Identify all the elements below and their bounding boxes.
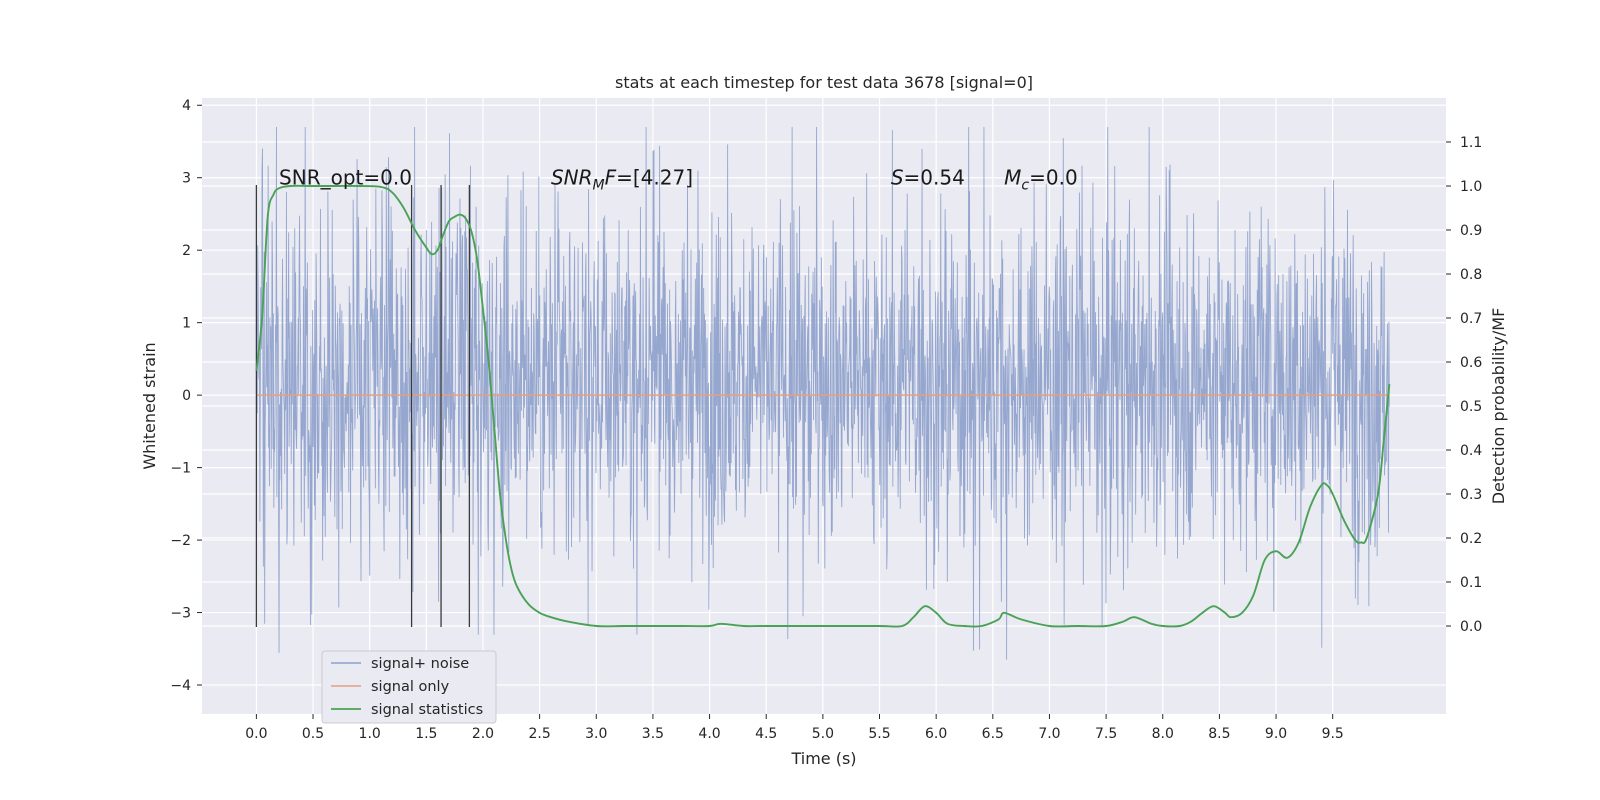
x-tick-label: 2.5 <box>528 726 550 742</box>
y2-tick-label: 0.2 <box>1460 531 1482 547</box>
y2-tick-label: 0.4 <box>1460 443 1482 459</box>
x-tick-label: 3.0 <box>585 726 607 742</box>
annotation-snr-mf: SNRMF=[4.27] <box>551 166 693 194</box>
y2-tick-label: 0.5 <box>1460 399 1482 415</box>
y2-tick-label: 0.7 <box>1460 311 1482 327</box>
y-tick-label: −4 <box>170 678 191 694</box>
y2-tick-label: 0.0 <box>1460 619 1482 635</box>
vertical-markers <box>255 184 471 628</box>
y-tick-label: 3 <box>182 171 191 187</box>
x-tick-label: 4.5 <box>755 726 777 742</box>
y2-tick-label: 0.1 <box>1460 575 1482 591</box>
legend: signal+ noise signal only signal statist… <box>321 650 497 724</box>
legend-box <box>321 650 497 724</box>
x-tick-label: 4.0 <box>698 726 720 742</box>
x-tick-label: 5.5 <box>868 726 890 742</box>
y-tick-label: 0 <box>182 388 191 404</box>
y2-axis-label: Detection probability/MF <box>1489 308 1508 505</box>
y2-tick-label: 1.1 <box>1460 135 1482 151</box>
x-tick-label: 2.0 <box>472 726 494 742</box>
x-tick-label: 6.5 <box>982 726 1004 742</box>
x-tick-label: 5.0 <box>812 726 834 742</box>
annotations: SNR_opt=0.0 SNRMF=[4.27] S=0.54 Mc=0.0 <box>279 166 1078 194</box>
x-tick-label: 7.0 <box>1038 726 1060 742</box>
x-tick-label: 7.5 <box>1095 726 1117 742</box>
y-tick-label: 2 <box>182 243 191 259</box>
x-tick-label: 3.5 <box>642 726 664 742</box>
legend-label-stats: signal statistics <box>371 702 483 718</box>
x-tick-label: 0.0 <box>245 726 267 742</box>
annotation-snr-opt: SNR_opt=0.0 <box>279 166 412 190</box>
noise-series <box>255 126 1390 660</box>
x-tick-label: 9.5 <box>1322 726 1344 742</box>
statistics-line <box>255 184 1391 628</box>
legend-label-signal: signal only <box>371 679 450 695</box>
annotation-mc: Mc=0.0 <box>1004 166 1078 194</box>
y2-tick-label: 0.3 <box>1460 487 1482 503</box>
chart-title: stats at each timestep for test data 367… <box>615 73 1033 92</box>
y-tick-label: −3 <box>170 606 191 622</box>
y2-tick-label: 0.8 <box>1460 267 1482 283</box>
y-tick-label: −2 <box>170 533 191 549</box>
y2-axis-ticks: 1.1 1.0 0.9 0.8 0.7 0.6 0.5 0.4 0.3 0.2 0.1 0.0 <box>1446 135 1482 635</box>
legend-label-noise: signal+ noise <box>371 656 469 672</box>
x-axis-label: Time (s) <box>790 749 856 768</box>
y-tick-label: −1 <box>170 461 191 477</box>
y2-tick-label: 0.6 <box>1460 355 1482 371</box>
x-tick-label: 0.5 <box>302 726 324 742</box>
y2-tick-label: 1.0 <box>1460 179 1482 195</box>
y-axis-label: Whitened strain <box>140 342 159 469</box>
statistics-series <box>255 184 1391 628</box>
annotation-s: S=0.54 <box>891 166 965 190</box>
y2-tick-label: 0.9 <box>1460 223 1482 239</box>
y-axis-ticks: 4 3 2 1 0 −1 −2 −3 −4 <box>170 98 202 694</box>
noise-line <box>255 126 1390 660</box>
x-tick-label: 1.5 <box>415 726 437 742</box>
y-tick-label: 4 <box>182 98 191 114</box>
x-tick-label: 9.0 <box>1265 726 1287 742</box>
x-axis-ticks: 0.0 0.5 1.0 1.5 2.0 2.5 3.0 3.5 4.0 4.5 5.0 5.5 6.0 6… <box>245 714 1344 742</box>
x-tick-label: 8.5 <box>1208 726 1230 742</box>
x-tick-label: 1.0 <box>359 726 381 742</box>
y-tick-label: 1 <box>182 316 191 332</box>
x-tick-label: 6.0 <box>925 726 947 742</box>
x-tick-label: 8.0 <box>1152 726 1174 742</box>
